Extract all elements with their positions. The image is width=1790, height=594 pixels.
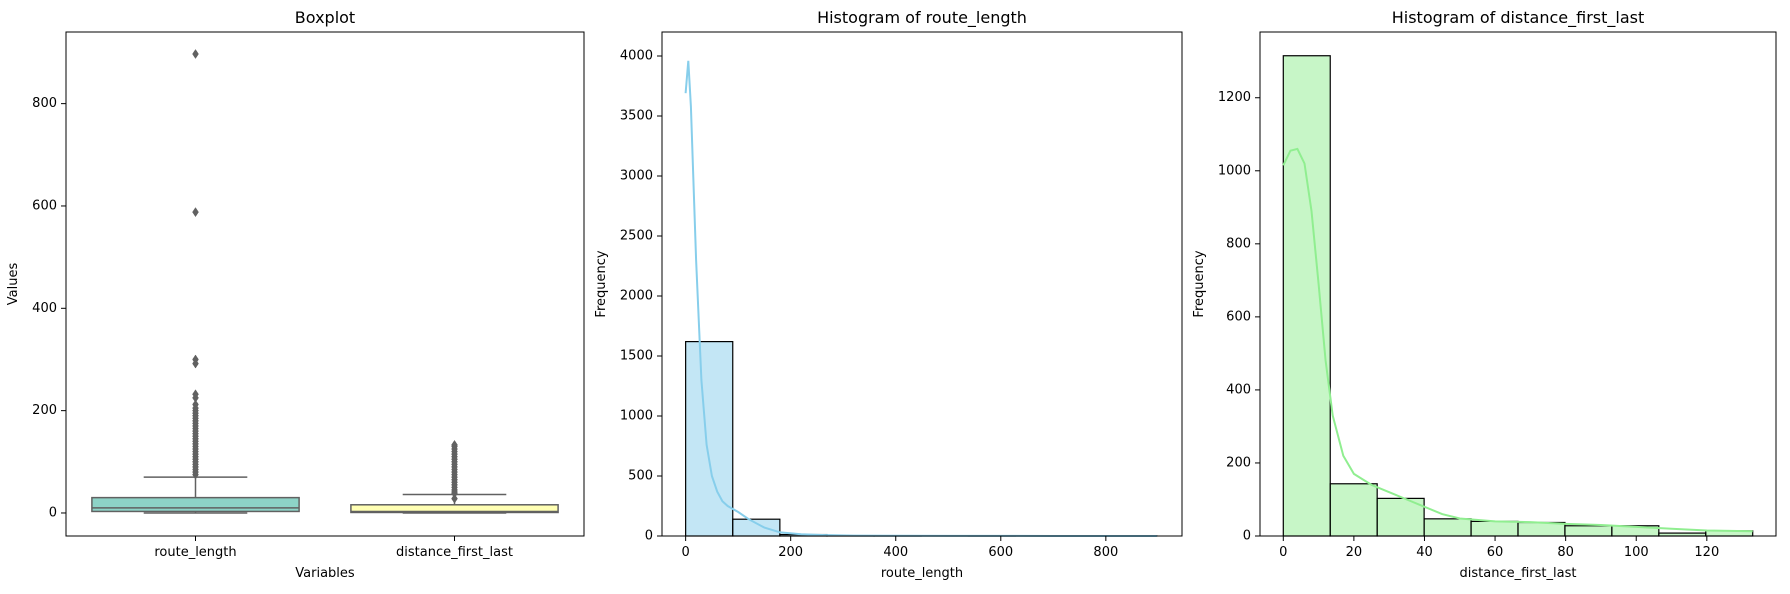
histogram-bar — [1330, 484, 1377, 536]
y-tick-label: 800 — [1226, 236, 1251, 251]
histogram-bar — [1565, 526, 1612, 536]
y-tick-label: 1200 — [1218, 90, 1251, 105]
x-tick-label: 80 — [1557, 545, 1574, 560]
y-tick-label: 600 — [1226, 309, 1251, 324]
outlier-point — [193, 208, 199, 217]
y-tick-label: 1000 — [620, 409, 653, 424]
histogram-bar — [733, 519, 780, 536]
histogram-bars — [1283, 56, 1752, 536]
y-tick-label: 2000 — [620, 289, 653, 304]
y-tick-label: 3500 — [620, 109, 653, 124]
x-tick-label: 40 — [1416, 545, 1433, 560]
x-axis-label: Variables — [295, 566, 355, 581]
y-tick-label: 3000 — [620, 169, 653, 184]
y-tick-label: 0 — [645, 529, 653, 544]
y-tick-label: 0 — [49, 505, 57, 520]
y-tick-label: 1500 — [620, 349, 653, 364]
kde-line — [1283, 149, 1752, 531]
y-tick-label: 500 — [628, 469, 653, 484]
y-tick-label: 4000 — [620, 49, 653, 64]
y-tick-label: 800 — [32, 96, 57, 111]
box-distance_first_last — [351, 440, 558, 513]
y-axis-label: Values — [6, 263, 21, 306]
box-route_length — [92, 50, 299, 513]
y-tick-label: 400 — [32, 301, 57, 316]
y-axis-label: Frequency — [594, 250, 609, 317]
x-tick-label: 200 — [778, 545, 803, 560]
histogram-bar — [1283, 56, 1330, 536]
y-tick-label: 600 — [32, 198, 57, 213]
x-tick-label: 800 — [1093, 545, 1118, 560]
kde-line — [686, 61, 1157, 536]
y-tick-label: 1000 — [1218, 163, 1251, 178]
y-tick-label: 400 — [1226, 382, 1251, 397]
chart-title: Boxplot — [295, 8, 355, 27]
x-axis-label: distance_first_last — [1460, 566, 1577, 581]
box-iqr — [92, 498, 299, 512]
y-axis-label: Frequency — [1192, 250, 1207, 317]
x-tick-label: 0 — [681, 545, 689, 560]
x-tick-label: route_length — [154, 545, 236, 560]
histogram-bars — [686, 342, 1157, 536]
x-tick-label: 100 — [1624, 545, 1649, 560]
histogram-bar — [1424, 519, 1471, 536]
x-tick-label: 120 — [1694, 545, 1719, 560]
y-tick-label: 0 — [1243, 529, 1251, 544]
outlier-point — [193, 50, 199, 59]
y-tick-label: 2500 — [620, 229, 653, 244]
plot-frame — [1260, 32, 1776, 536]
histogram-bar — [686, 342, 733, 536]
x-axis-label: route_length — [881, 566, 963, 581]
histogram-bar — [1518, 522, 1565, 536]
x-tick-label: 0 — [1279, 545, 1287, 560]
plot-frame — [662, 32, 1182, 536]
x-tick-label: 600 — [988, 545, 1013, 560]
histogram-bar — [1471, 521, 1518, 536]
chart-title: Histogram of distance_first_last — [1392, 8, 1645, 28]
x-tick-label: distance_first_last — [396, 545, 513, 560]
x-tick-label: 400 — [883, 545, 908, 560]
y-tick-label: 200 — [32, 403, 57, 418]
plot-frame — [66, 32, 584, 536]
chart-title: Histogram of route_length — [817, 8, 1027, 28]
x-tick-label: 60 — [1487, 545, 1504, 560]
y-tick-label: 200 — [1226, 455, 1251, 470]
x-tick-label: 20 — [1346, 545, 1363, 560]
